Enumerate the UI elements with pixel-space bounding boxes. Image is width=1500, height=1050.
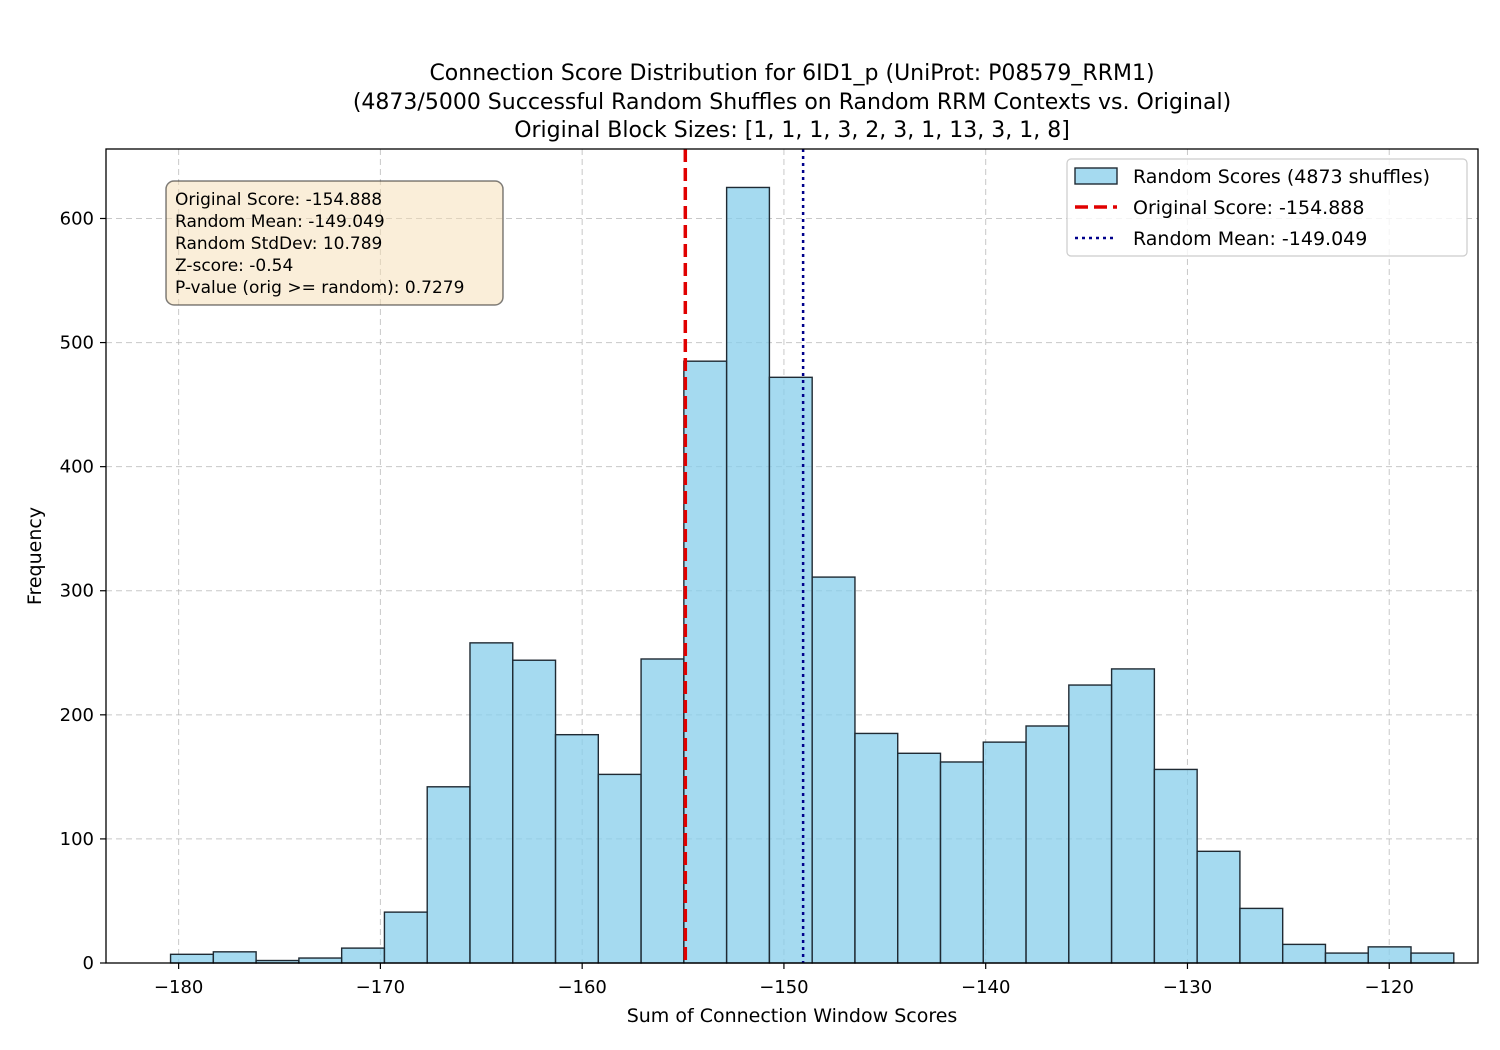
- chart-title-line-2: (4873/5000 Successful Random Shuffles on…: [353, 90, 1231, 115]
- histogram-bar-9: [554, 733, 600, 964]
- x-tick-label-3: −150: [759, 977, 808, 998]
- histogram-bar-5: [383, 911, 428, 964]
- y-tick-label-4: 400: [60, 457, 94, 478]
- histogram-bar-3: [298, 957, 343, 964]
- legend-label-histogram: Random Scores (4873 shuffles): [1133, 166, 1430, 188]
- histogram-bar-21: [1068, 684, 1113, 964]
- histogram-bar-7: [469, 642, 514, 964]
- y-axis-label: Frequency: [24, 507, 46, 605]
- histogram-bar-26: [1281, 943, 1327, 964]
- x-axis-label: Sum of Connection Window Scores: [627, 1005, 958, 1027]
- stats-box: Original Score: -154.888 Random Mean: -1…: [165, 180, 504, 306]
- histogram-bar-6: [426, 786, 471, 964]
- y-tick-label-3: 300: [60, 581, 94, 602]
- histogram-bar-8: [512, 659, 557, 964]
- y-tick-label-0: 0: [83, 953, 94, 974]
- stats-original-score: Original Score: -154.888: [175, 190, 382, 210]
- histogram-bar-16: [854, 732, 899, 964]
- histogram-bar-4: [340, 947, 386, 964]
- y-tick-label-2: 200: [60, 705, 94, 726]
- histogram-bar-0: [169, 953, 215, 964]
- axis-ticks: −180 −170 −160 −150 −140 −130 −120 0 100 200 300 40…: [60, 208, 1414, 998]
- legend-label-original-score: Original Score: -154.888: [1133, 197, 1364, 219]
- histogram-bar-23: [1153, 768, 1198, 964]
- chart-title-line-1: Connection Score Distribution for 6ID1_p…: [429, 61, 1154, 86]
- histogram-bar-19: [982, 741, 1027, 964]
- histogram-bar-25: [1239, 907, 1284, 964]
- histogram-bar-11: [640, 658, 685, 964]
- y-tick-label-6: 600: [60, 208, 94, 229]
- stats-random-mean: Random Mean: -149.049: [175, 212, 385, 232]
- legend-label-random-mean: Random Mean: -149.049: [1133, 228, 1367, 250]
- histogram-bar-1: [212, 951, 257, 964]
- legend-swatch-histogram: [1074, 167, 1118, 185]
- histogram-bar-24: [1196, 850, 1241, 964]
- stats-random-stddev: Random StdDev: 10.789: [175, 234, 382, 254]
- histogram-bar-22: [1110, 668, 1156, 964]
- legend-frame: [1066, 158, 1468, 257]
- x-tick-label-4: −140: [961, 977, 1010, 998]
- x-tick-label-1: −170: [356, 977, 405, 998]
- histogram-bar-28: [1367, 946, 1412, 964]
- histogram-bar-29: [1410, 952, 1455, 964]
- stats-box-background: [165, 180, 504, 306]
- stats-z-score: Z-score: -0.54: [175, 256, 293, 276]
- histogram-bar-27: [1324, 952, 1369, 964]
- histogram-bar-13: [725, 186, 771, 964]
- y-tick-label-1: 100: [60, 829, 94, 850]
- y-tick-label-5: 500: [60, 333, 94, 354]
- x-tick-label-5: −130: [1163, 977, 1212, 998]
- x-tick-label-0: −180: [154, 977, 203, 998]
- histogram-bars: [169, 186, 1455, 964]
- histogram-bar-10: [597, 773, 642, 964]
- histogram-bar-20: [1025, 725, 1070, 964]
- x-tick-label-6: −120: [1364, 977, 1413, 998]
- histogram-bar-18: [939, 761, 984, 964]
- histogram-bar-12: [683, 360, 728, 964]
- chart-title-line-3: Original Block Sizes: [1, 1, 1, 3, 2, 3,…: [514, 118, 1070, 143]
- histogram-bar-17: [897, 752, 942, 964]
- histogram-bar-15: [811, 576, 856, 964]
- stats-p-value: P-value (orig >= random): 0.7279: [175, 278, 464, 298]
- plot-area-frame: [105, 148, 1479, 964]
- x-tick-label-2: −160: [557, 977, 606, 998]
- reference-lines: [683, 149, 805, 963]
- legend: Random Scores (4873 shuffles) Original S…: [1066, 158, 1468, 257]
- histogram-bar-14: [768, 376, 813, 964]
